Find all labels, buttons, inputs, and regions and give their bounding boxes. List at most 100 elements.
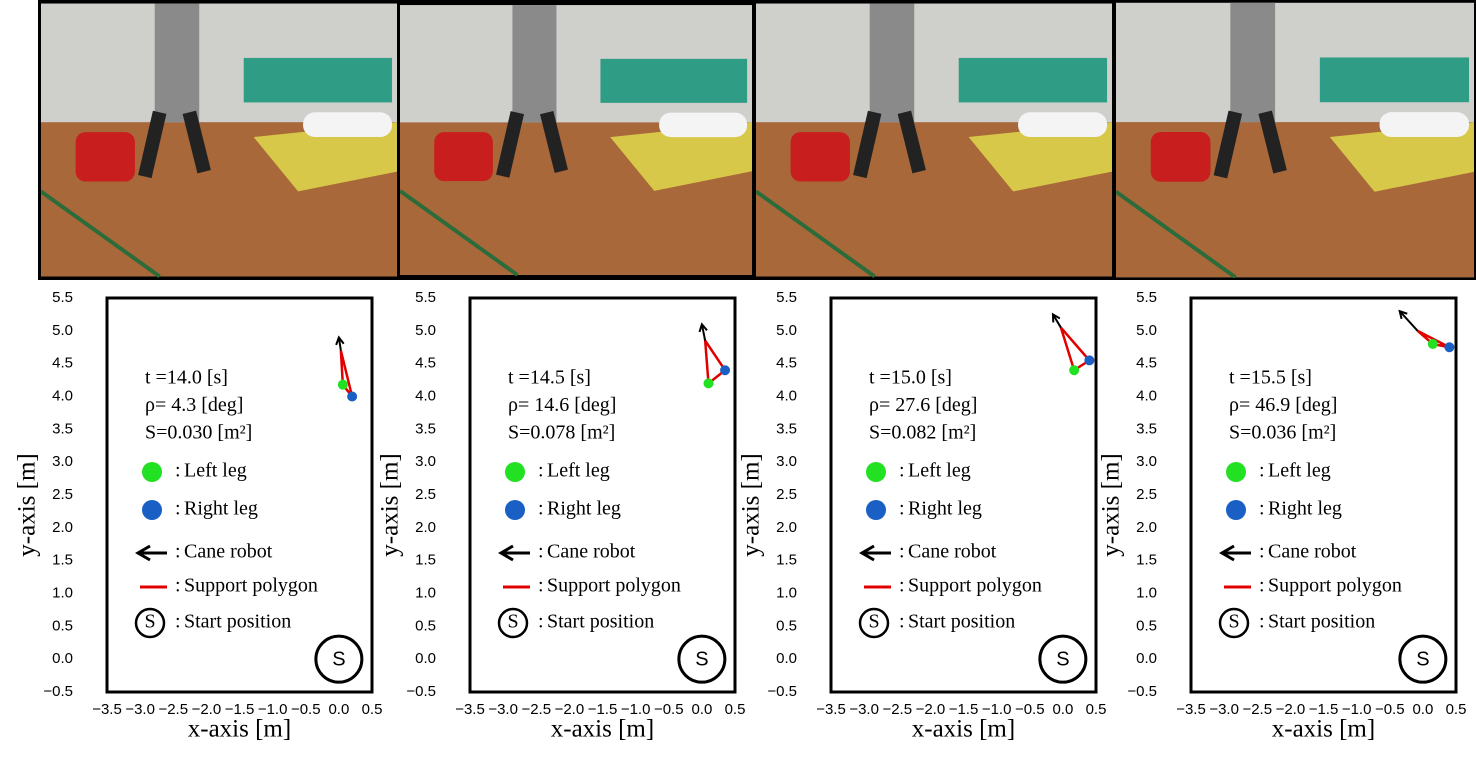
x-tick-label: −1.0 xyxy=(258,701,288,718)
y-tick-label: 5.5 xyxy=(415,289,436,306)
y-tick-label: 1.5 xyxy=(1136,552,1157,569)
chart: −3.5 −3.0 −2.5 −2.0 −1.5 −1.0 −0.5 0.0 0.5−0.50.… xyxy=(1098,289,1467,743)
x-tick-label: 0.5 xyxy=(1086,701,1107,718)
y-tick-label: 5.0 xyxy=(415,322,436,339)
leg-point xyxy=(1427,338,1438,349)
legend-prefix: : xyxy=(899,460,905,482)
y-tick-label: 4.5 xyxy=(52,355,73,372)
legend-prefix: : xyxy=(175,611,181,633)
support-polygon xyxy=(1059,326,1092,373)
legend-label: Cane robot xyxy=(547,541,636,563)
y-tick-label: 2.0 xyxy=(415,519,436,536)
legend-start-symbol: S xyxy=(1228,611,1239,633)
y-axis-label: y-axis [m] xyxy=(14,453,41,556)
cane-arrowhead xyxy=(1051,312,1061,323)
cane-arrow xyxy=(337,337,342,351)
y-tick-label: 5.5 xyxy=(776,289,797,306)
x-tick-label: 0.0 xyxy=(691,701,712,718)
legend-label: Right leg xyxy=(184,498,258,520)
annotation: ρ= 27.6 [deg] xyxy=(869,394,977,416)
legend-marker xyxy=(505,462,525,482)
legend-label: Left leg xyxy=(1268,460,1331,482)
cane-arrow xyxy=(1398,310,1419,332)
annotation: t =15.0 [s] xyxy=(869,367,952,389)
leg-point xyxy=(720,365,731,376)
legend-marker xyxy=(866,500,886,520)
legend-label: Right leg xyxy=(908,498,982,520)
y-tick-label: −0.5 xyxy=(767,683,797,700)
support-polygon xyxy=(339,350,354,398)
legend-start xyxy=(497,607,529,639)
y-tick-label: 1.0 xyxy=(415,584,436,601)
x-tick-label: 0.0 xyxy=(1052,701,1073,718)
x-tick-label: −3.0 xyxy=(125,701,155,718)
y-tick-label: 4.5 xyxy=(415,355,436,372)
cane-arrowhead xyxy=(1398,309,1408,320)
support-polygon xyxy=(703,336,727,386)
y-tick-label: 4.0 xyxy=(52,387,73,404)
legend-arrowhead xyxy=(135,544,151,562)
y-tick-label: 4.0 xyxy=(415,387,436,404)
y-tick-label: 1.0 xyxy=(776,584,797,601)
photo-frame xyxy=(41,4,397,277)
y-tick-label: 3.5 xyxy=(52,420,73,437)
legend-marker xyxy=(1226,462,1246,482)
y-tick-label: 1.5 xyxy=(52,552,73,569)
cane-arrowhead xyxy=(335,335,345,346)
legend-prefix: : xyxy=(1259,541,1265,563)
y-tick-label: 2.0 xyxy=(1136,519,1157,536)
x-axis-label: x-axis [m] xyxy=(1272,716,1375,743)
y-tick-label: 2.0 xyxy=(52,519,73,536)
x-tick-label: −0.5 xyxy=(1375,701,1405,718)
legend-arrowhead xyxy=(1219,544,1235,562)
leg-point xyxy=(337,379,348,390)
legend-label: Left leg xyxy=(184,460,247,482)
legend-label: Support polygon xyxy=(547,575,681,597)
y-tick-label: 1.0 xyxy=(1136,584,1157,601)
legend-label: Start position xyxy=(908,611,1015,633)
legend-prefix: : xyxy=(538,541,544,563)
start-marker xyxy=(677,634,727,684)
x-tick-label: −2.0 xyxy=(1276,701,1306,718)
annotation: S=0.078 [m²] xyxy=(508,422,615,444)
x-tick-label: 0.0 xyxy=(328,701,349,718)
legend-marker xyxy=(1226,500,1246,520)
y-tick-label: 4.5 xyxy=(1136,355,1157,372)
y-tick-label: 0.5 xyxy=(52,617,73,634)
y-axis-label: y-axis [m] xyxy=(738,453,765,556)
x-axis-label: x-axis [m] xyxy=(188,716,291,743)
legend-prefix: : xyxy=(538,575,544,597)
plot-frame xyxy=(1189,296,1458,694)
photo-frame xyxy=(400,5,752,275)
annotation: ρ= 4.3 [deg] xyxy=(145,394,243,416)
y-axis-label: y-axis [m] xyxy=(1098,453,1125,556)
annotation: t =14.0 [s] xyxy=(145,367,228,389)
x-tick-label: 0.0 xyxy=(1412,701,1433,718)
x-tick-label: −1.0 xyxy=(982,701,1012,718)
start-symbol: S xyxy=(695,648,708,670)
annotation: S=0.030 [m²] xyxy=(145,422,252,444)
y-tick-label: 1.5 xyxy=(776,552,797,569)
x-tick-label: −3.5 xyxy=(1176,701,1206,718)
y-tick-label: 5.0 xyxy=(52,322,73,339)
x-tick-label: 0.5 xyxy=(1446,701,1467,718)
legend-label: Start position xyxy=(1268,611,1375,633)
legend-prefix: : xyxy=(538,460,544,482)
x-tick-label: −3.5 xyxy=(92,701,122,718)
x-tick-label: −0.5 xyxy=(654,701,684,718)
cane-arrow xyxy=(700,324,707,341)
y-tick-label: −0.5 xyxy=(406,683,436,700)
x-tick-label: −3.0 xyxy=(1209,701,1239,718)
y-tick-label: 0.5 xyxy=(776,617,797,634)
x-tick-label: −2.5 xyxy=(1242,701,1272,718)
legend-start-symbol: S xyxy=(868,611,879,633)
y-tick-label: −0.5 xyxy=(1127,683,1157,700)
start-marker xyxy=(1398,634,1448,684)
x-tick-label: −1.5 xyxy=(949,701,979,718)
y-tick-label: 5.0 xyxy=(1136,322,1157,339)
legend-label: Support polygon xyxy=(184,575,318,597)
legend-marker xyxy=(142,500,162,520)
x-tick-label: −2.5 xyxy=(882,701,912,718)
leg-point xyxy=(1084,355,1095,366)
